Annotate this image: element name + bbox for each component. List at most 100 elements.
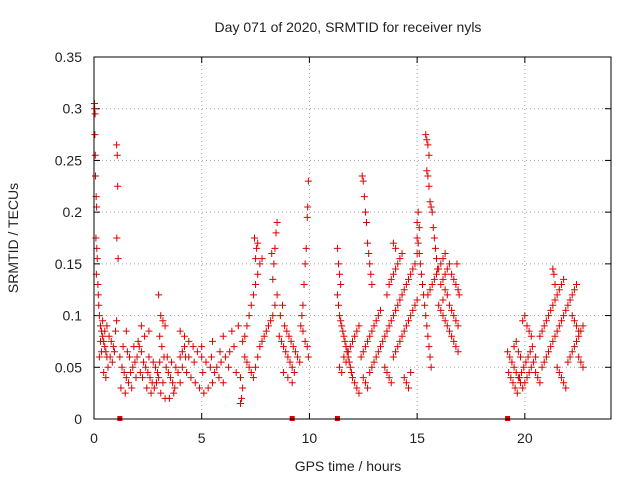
data-point (280, 343, 288, 351)
data-point (280, 368, 288, 376)
data-point (452, 281, 460, 289)
data-point (398, 332, 406, 340)
data-point (93, 255, 101, 263)
data-point (441, 270, 449, 278)
data-point (260, 332, 268, 340)
data-point (448, 270, 456, 278)
data-point (557, 374, 565, 382)
data-point (423, 167, 431, 175)
data-point (277, 337, 285, 345)
data-point (94, 291, 102, 299)
x-tick-label: 10 (302, 430, 318, 446)
data-point (423, 322, 431, 330)
data-point (377, 306, 385, 314)
data-point (504, 348, 512, 356)
data-point (132, 374, 140, 382)
data-point (215, 374, 223, 382)
data-point (161, 322, 169, 330)
data-point (364, 384, 372, 392)
data-point (113, 151, 121, 159)
data-point (413, 234, 421, 242)
data-point (226, 348, 234, 356)
data-point (344, 348, 352, 356)
data-point (149, 358, 157, 366)
data-point (250, 234, 258, 242)
data-point (519, 384, 527, 392)
data-point (430, 275, 438, 283)
data-point (294, 353, 302, 361)
data-point (289, 343, 297, 351)
data-point (264, 322, 272, 330)
data-point (286, 358, 294, 366)
data-point (189, 343, 197, 351)
data-point (336, 312, 344, 320)
data-point (300, 281, 308, 289)
data-point (113, 234, 121, 242)
data-point (536, 379, 544, 387)
data-point (241, 353, 249, 361)
data-point (424, 172, 432, 180)
data-point (191, 379, 199, 387)
data-point (392, 244, 400, 252)
data-point (234, 322, 242, 330)
data-point (98, 348, 106, 356)
data-point (407, 368, 415, 376)
data-point (405, 384, 413, 392)
data-point (202, 358, 210, 366)
data-point (553, 291, 561, 299)
data-point (241, 332, 249, 340)
data-point (239, 384, 247, 392)
data-point (409, 306, 417, 314)
data-point (105, 332, 113, 340)
data-point (551, 296, 559, 304)
data-point (555, 322, 563, 330)
data-point (555, 286, 563, 294)
data-point (454, 322, 462, 330)
data-point (296, 358, 304, 366)
data-point (417, 270, 425, 278)
data-point (422, 131, 430, 139)
data-point (208, 337, 216, 345)
data-point (108, 358, 116, 366)
data-point (357, 353, 365, 361)
data-point (387, 317, 395, 325)
data-point (169, 379, 177, 387)
data-point (560, 312, 568, 320)
data-point (351, 379, 359, 387)
data-point (91, 131, 99, 139)
data-point (258, 255, 266, 263)
data-point (287, 337, 295, 345)
data-point (178, 363, 186, 371)
data-point (281, 322, 289, 330)
data-point (122, 327, 130, 335)
data-point (361, 208, 369, 216)
data-point (550, 270, 558, 278)
data-point (176, 327, 184, 335)
data-point (221, 353, 229, 361)
data-point (138, 374, 146, 382)
data-point (254, 270, 262, 278)
data-point (450, 312, 458, 320)
data-point (450, 337, 458, 345)
data-point (256, 260, 264, 268)
data-point (304, 353, 312, 361)
x-tick-label: 15 (409, 430, 425, 446)
data-point (124, 379, 132, 387)
data-point (170, 389, 178, 397)
data-point (521, 379, 529, 387)
data-point (271, 244, 279, 252)
data-point (284, 374, 292, 382)
data-point (372, 317, 380, 325)
data-point (166, 374, 174, 382)
data-point (566, 353, 574, 361)
data-point (190, 358, 198, 366)
data-point (366, 332, 374, 340)
data-point (443, 322, 451, 330)
data-point (532, 353, 540, 361)
data-point (508, 358, 516, 366)
chart-title: Day 071 of 2020, SRMTID for receiver nyl… (215, 19, 482, 35)
data-point (145, 327, 153, 335)
data-point (302, 244, 310, 252)
y-tick-label: 0.15 (55, 256, 82, 272)
data-point (512, 337, 520, 345)
